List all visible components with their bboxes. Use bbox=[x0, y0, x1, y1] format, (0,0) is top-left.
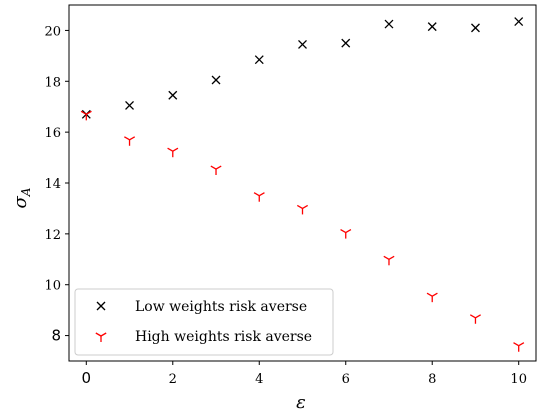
data-points bbox=[80, 17, 525, 352]
y-axis-label-main: σ bbox=[10, 195, 31, 208]
y-tick-label: 18 bbox=[44, 75, 61, 90]
y-axis-label-subscript: A bbox=[19, 187, 33, 197]
y-tick-label: 12 bbox=[44, 228, 61, 243]
y-tick-label: 8 bbox=[51, 327, 61, 345]
series-1-point bbox=[426, 292, 438, 303]
legend-marker-0 bbox=[96, 301, 106, 311]
series-0-point bbox=[341, 38, 351, 48]
legend-marker-1 bbox=[95, 332, 107, 342]
series-0-point bbox=[298, 39, 307, 49]
series-1-point bbox=[383, 255, 395, 266]
series-1-point bbox=[513, 342, 525, 352]
x-tick-label: 4 bbox=[255, 372, 263, 387]
x-tick-label: 2 bbox=[169, 372, 177, 387]
series-1-point bbox=[296, 204, 309, 215]
legend-box bbox=[74, 288, 334, 356]
series-1-point bbox=[469, 314, 481, 324]
series-0-point bbox=[514, 17, 524, 26]
x-tick-label: 6 bbox=[342, 372, 350, 387]
series-1-point bbox=[210, 165, 222, 176]
series-0-point bbox=[427, 22, 437, 32]
series-1-point bbox=[340, 229, 352, 239]
series-1-point bbox=[167, 147, 179, 158]
series-1-point bbox=[253, 192, 265, 202]
x-tick-label: 8 bbox=[428, 372, 436, 387]
series-0-point bbox=[471, 23, 480, 33]
series-1-point bbox=[124, 136, 136, 146]
series-0-point bbox=[125, 100, 134, 110]
series-0-point bbox=[168, 90, 178, 100]
legend-entry-label: Low weights risk averse bbox=[135, 299, 307, 315]
y-tick-label: 20 bbox=[44, 24, 61, 39]
series-0-point bbox=[211, 75, 221, 85]
series-1-point bbox=[80, 110, 92, 121]
y-tick-label: 14 bbox=[44, 177, 61, 192]
series-0-point bbox=[384, 19, 394, 29]
y-axis-label: σA bbox=[10, 187, 33, 208]
y-tick-label: 16 bbox=[44, 126, 61, 141]
axis-ticks: 0 2 4 6 8 10 8 10 12 14 16 18 20 bbox=[44, 24, 527, 387]
series-0-point bbox=[254, 55, 264, 65]
y-tick-label: 10 bbox=[44, 279, 61, 294]
x-axis-label: ε bbox=[296, 392, 306, 413]
legend-entry-label: High weights risk averse bbox=[135, 329, 312, 345]
legend: Low weights risk averse High weights risk… bbox=[74, 288, 334, 356]
x-tick-label: 10 bbox=[510, 372, 527, 387]
x-tick-label: 0 bbox=[82, 369, 92, 387]
